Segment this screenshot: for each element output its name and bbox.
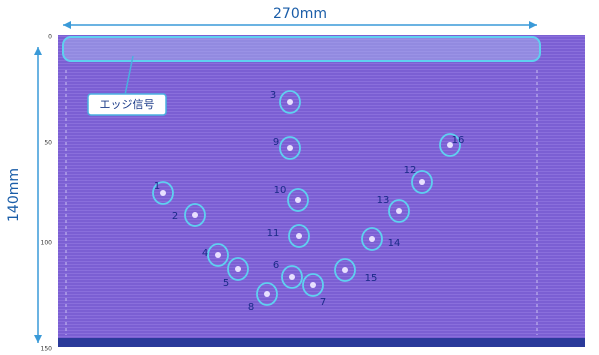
defect-number: 5	[223, 278, 229, 289]
callout-text: エッジ信号	[100, 98, 155, 111]
defect-dot	[419, 179, 425, 185]
defect-number: 15	[365, 273, 378, 284]
defect-dot	[310, 282, 316, 288]
bottom-strip	[58, 338, 585, 347]
defect-dot	[264, 291, 270, 297]
defect-number: 4	[202, 248, 208, 259]
axis-tick-label: 100	[41, 240, 53, 247]
defect-number: 6	[273, 260, 279, 271]
defect-number: 9	[273, 137, 279, 148]
defect-dot	[296, 233, 302, 239]
defect-number: 10	[274, 185, 287, 196]
defect-dot	[160, 190, 166, 196]
axis-tick-label: 150	[41, 346, 53, 353]
defect-dot	[289, 274, 295, 280]
defect-dot	[287, 145, 293, 151]
defect-dot	[215, 252, 221, 258]
edge-signal-region	[63, 37, 540, 61]
width-label: 270mm	[273, 6, 327, 22]
axis-tick-label: 50	[44, 140, 52, 147]
defect-number: 13	[377, 195, 390, 206]
defect-dot	[287, 99, 293, 105]
defect-dot	[295, 197, 301, 203]
defect-number: 2	[172, 211, 178, 222]
defect-dot	[396, 208, 402, 214]
defect-dot	[342, 267, 348, 273]
defect-number: 7	[320, 297, 326, 308]
defect-number: 12	[404, 165, 417, 176]
defect-number: 8	[248, 302, 254, 313]
defect-dot	[192, 212, 198, 218]
defect-number: 11	[267, 228, 280, 239]
axis-ticks: 0 50 100 150	[41, 34, 53, 353]
defect-dot	[235, 266, 241, 272]
height-label: 140mm	[6, 168, 22, 222]
defect-number: 3	[270, 90, 276, 101]
defect-number: 14	[388, 238, 401, 249]
axis-tick-label: 0	[48, 34, 52, 41]
defect-dot	[369, 236, 375, 242]
defect-number: 16	[452, 135, 465, 146]
figure: 270mm 140mm エッジ信号 050100150 123456789101…	[0, 0, 599, 355]
defect-number: 1	[154, 181, 160, 192]
